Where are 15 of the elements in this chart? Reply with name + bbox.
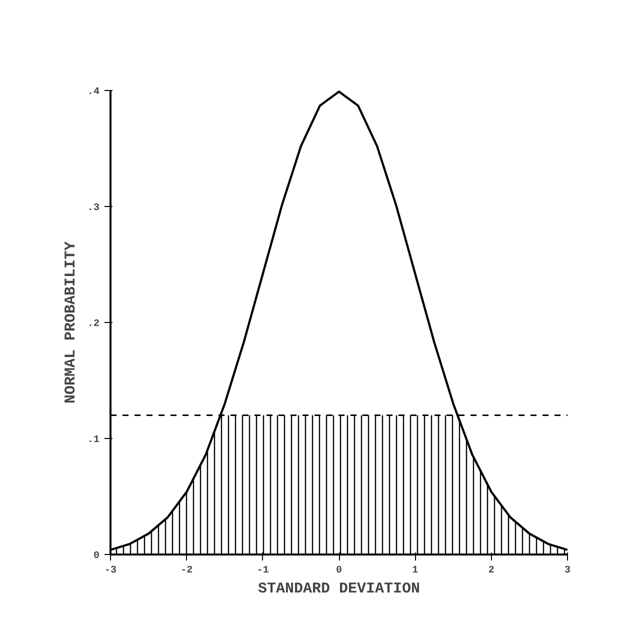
x-tick-label: 3 — [564, 566, 571, 576]
y-tick-label: .3 — [88, 203, 100, 214]
y-tick-label: .2 — [88, 319, 100, 330]
x-axis-title: STANDARD DEVIATION — [258, 580, 420, 598]
x-tick-label: -3 — [104, 566, 117, 576]
y-tick-label: .4 — [88, 87, 100, 98]
x-tick-label: -1 — [256, 566, 269, 576]
y-tick-label: 0 — [94, 551, 100, 562]
line-series — [110, 90, 568, 551]
y-tick-label: .1 — [88, 435, 100, 446]
x-tick-label: 0 — [336, 566, 342, 576]
x-tick-label: 2 — [488, 566, 494, 576]
y-axis-title: NORMAL PROBABILITY — [62, 241, 80, 404]
x-tick-label: 1 — [412, 566, 418, 576]
x-tick-label: -2 — [180, 566, 193, 576]
